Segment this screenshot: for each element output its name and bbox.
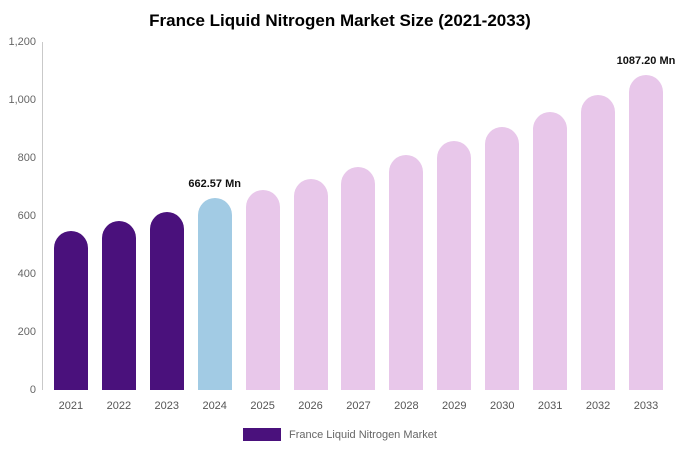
x-axis-label-2024: 2024 [202,400,227,412]
bar-2024 [197,197,232,390]
bar-column-2021: 2021 [51,42,91,412]
bar-2023 [149,212,184,390]
y-tick-400: 400 [17,268,36,280]
bar-column-2024: 2024 662.57 Mn [188,42,241,412]
bar-2028 [389,154,424,390]
bar-column-2022: 2022 [99,42,139,412]
bar-column-2029: 2029 [434,42,474,412]
x-axis-label-2028: 2028 [394,400,419,412]
bar-2026 [293,178,328,390]
x-axis-label-2032: 2032 [585,400,611,412]
legend: France Liquid Nitrogen Market [0,428,680,441]
bar-column-2033: 2033 1087.20 Mn [617,42,676,412]
bar-column-2023: 2023 [147,42,187,412]
x-axis-label-2027: 2027 [346,400,371,412]
bar-column-2027: 2027 [338,42,378,412]
bar-2029 [437,141,472,390]
x-axis-label-2029: 2029 [442,400,467,412]
data-label-2024: 662.57 Mn [188,177,241,190]
y-tick-200: 200 [17,326,36,338]
x-axis-label-2026: 2026 [298,400,323,412]
y-tick-1,000: 1,000 [8,94,36,106]
bar-column-2031: 2031 [530,42,570,412]
legend-swatch [243,428,282,441]
bar-2027 [341,167,376,390]
bar-column-2032: 2032 [578,42,618,412]
x-axis-label-2023: 2023 [154,400,180,412]
bar-2032 [581,94,616,390]
bar-column-2030: 2030 [482,42,522,412]
y-tick-800: 800 [17,152,36,164]
bar-2030 [485,126,520,390]
x-axis-label-2030: 2030 [489,400,515,412]
bar-column-2026: 2026 [291,42,331,412]
x-axis-label-2031: 2031 [537,400,563,412]
bar-column-2025: 2025 [243,42,283,412]
x-axis-label-2021: 2021 [58,400,84,412]
chart-title: France Liquid Nitrogen Market Size (2021… [149,11,531,30]
legend-label: France Liquid Nitrogen Market [289,428,437,441]
bar-column-2028: 2028 [386,42,426,412]
y-tick-1,200: 1,200 [8,36,36,48]
x-axis-label-2033: 2033 [633,400,659,412]
plot-area: 2021 2022 2023 2024 662.57 Mn 2025 2026 2027 202… [42,42,676,412]
data-label-2033: 1087.20 Mn [616,54,676,67]
x-axis-label-2022: 2022 [106,400,132,412]
bar-2033 [628,74,663,390]
bar-2021 [53,230,88,390]
bars-container: 2021 2022 2023 2024 662.57 Mn 2025 2026 2027 202… [43,42,676,412]
x-axis-label-2025: 2025 [250,400,275,412]
y-tick-0: 0 [29,384,36,396]
bar-2022 [101,220,136,390]
bar-2025 [245,189,280,390]
y-tick-600: 600 [17,210,36,222]
bar-2031 [533,111,568,390]
